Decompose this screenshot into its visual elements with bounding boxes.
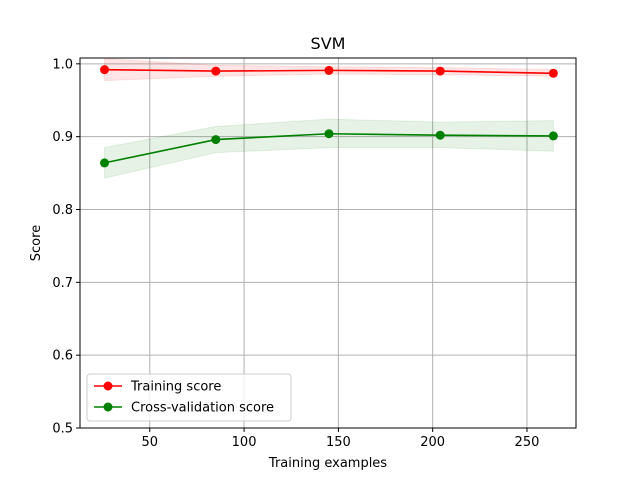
y-axis-ticks: 0.5 0.6 0.7 0.8 0.9 1.0: [52, 57, 80, 437]
chart-title: SVM: [311, 34, 346, 53]
y-tick-label: 0.6: [52, 349, 73, 364]
legend-label: Training score: [130, 380, 221, 395]
data-point: [324, 129, 334, 139]
y-tick-label: 0.5: [52, 422, 73, 437]
data-point: [435, 130, 445, 140]
y-tick-label: 0.7: [52, 276, 73, 291]
x-tick-label: 50: [142, 435, 159, 450]
x-tick-label: 200: [420, 435, 445, 450]
y-axis-title: Score: [29, 225, 44, 261]
legend-marker: [103, 381, 113, 391]
x-tick-label: 150: [326, 435, 351, 450]
confidence-bands: [104, 58, 554, 179]
grid: [80, 58, 576, 429]
data-point: [211, 135, 221, 145]
x-tick-label: 250: [515, 435, 540, 450]
x-axis-title: Training examples: [268, 456, 387, 471]
data-point: [548, 131, 558, 141]
legend-label: Cross-validation score: [131, 401, 274, 416]
legend: Training score Cross-validation score: [86, 373, 292, 422]
y-tick-label: 0.8: [52, 203, 73, 218]
x-tick-label: 100: [232, 435, 257, 450]
data-point: [211, 66, 221, 76]
plot-frame: [79, 57, 577, 429]
data-point: [435, 66, 445, 76]
y-tick-label: 1.0: [52, 57, 73, 72]
series-points: [100, 65, 558, 168]
legend-box: [86, 373, 292, 422]
data-point: [548, 68, 558, 78]
data-point: [100, 158, 110, 168]
data-point: [100, 65, 110, 75]
x-axis-ticks: 50 100 150 200 250: [142, 428, 540, 450]
data-point: [324, 65, 334, 75]
legend-marker: [103, 402, 113, 412]
y-tick-label: 0.9: [52, 130, 73, 145]
